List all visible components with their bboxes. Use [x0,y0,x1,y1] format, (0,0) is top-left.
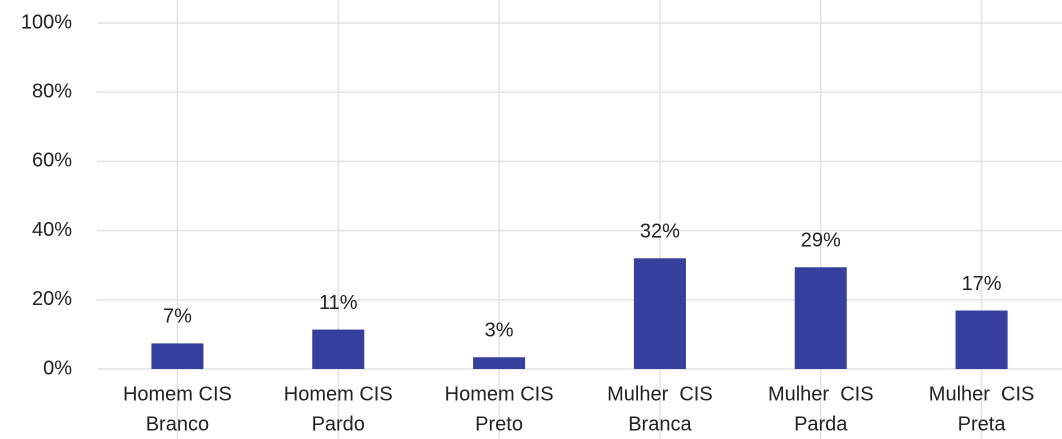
x-tick-label: Parda [794,413,848,435]
x-tick-label: Mulher CIS [607,383,713,405]
x-tick-label: Branca [628,413,692,435]
data-label: 17% [962,273,1002,295]
x-tick-label: Homem CIS [123,383,232,405]
bar [151,343,204,369]
x-tick-label: Homem CIS [445,383,554,405]
x-tick-label: Preto [475,413,523,435]
bar [312,329,365,369]
y-tick-label: 60% [32,150,72,172]
x-tick-label: Mulher CIS [929,383,1035,405]
bar [473,357,526,369]
bar [955,310,1008,369]
y-tick-label: 0% [43,357,72,379]
y-tick-label: 20% [32,288,72,310]
x-tick-label: Preta [958,413,1007,435]
y-tick-label: 100% [21,11,72,33]
data-label: 29% [801,230,841,252]
bar [633,258,686,369]
x-tick-label: Branco [146,413,209,435]
x-tick-label: Homem CIS [284,383,393,405]
x-tick-label: Pardo [312,413,365,435]
data-label: 7% [163,306,192,328]
data-label: 32% [640,221,680,243]
x-tick-label: Mulher CIS [768,383,874,405]
data-label: 3% [485,320,514,342]
y-tick-label: 80% [32,80,72,102]
bar [794,267,847,369]
y-tick-label: 40% [32,219,72,241]
data-label: 11% [319,292,358,314]
